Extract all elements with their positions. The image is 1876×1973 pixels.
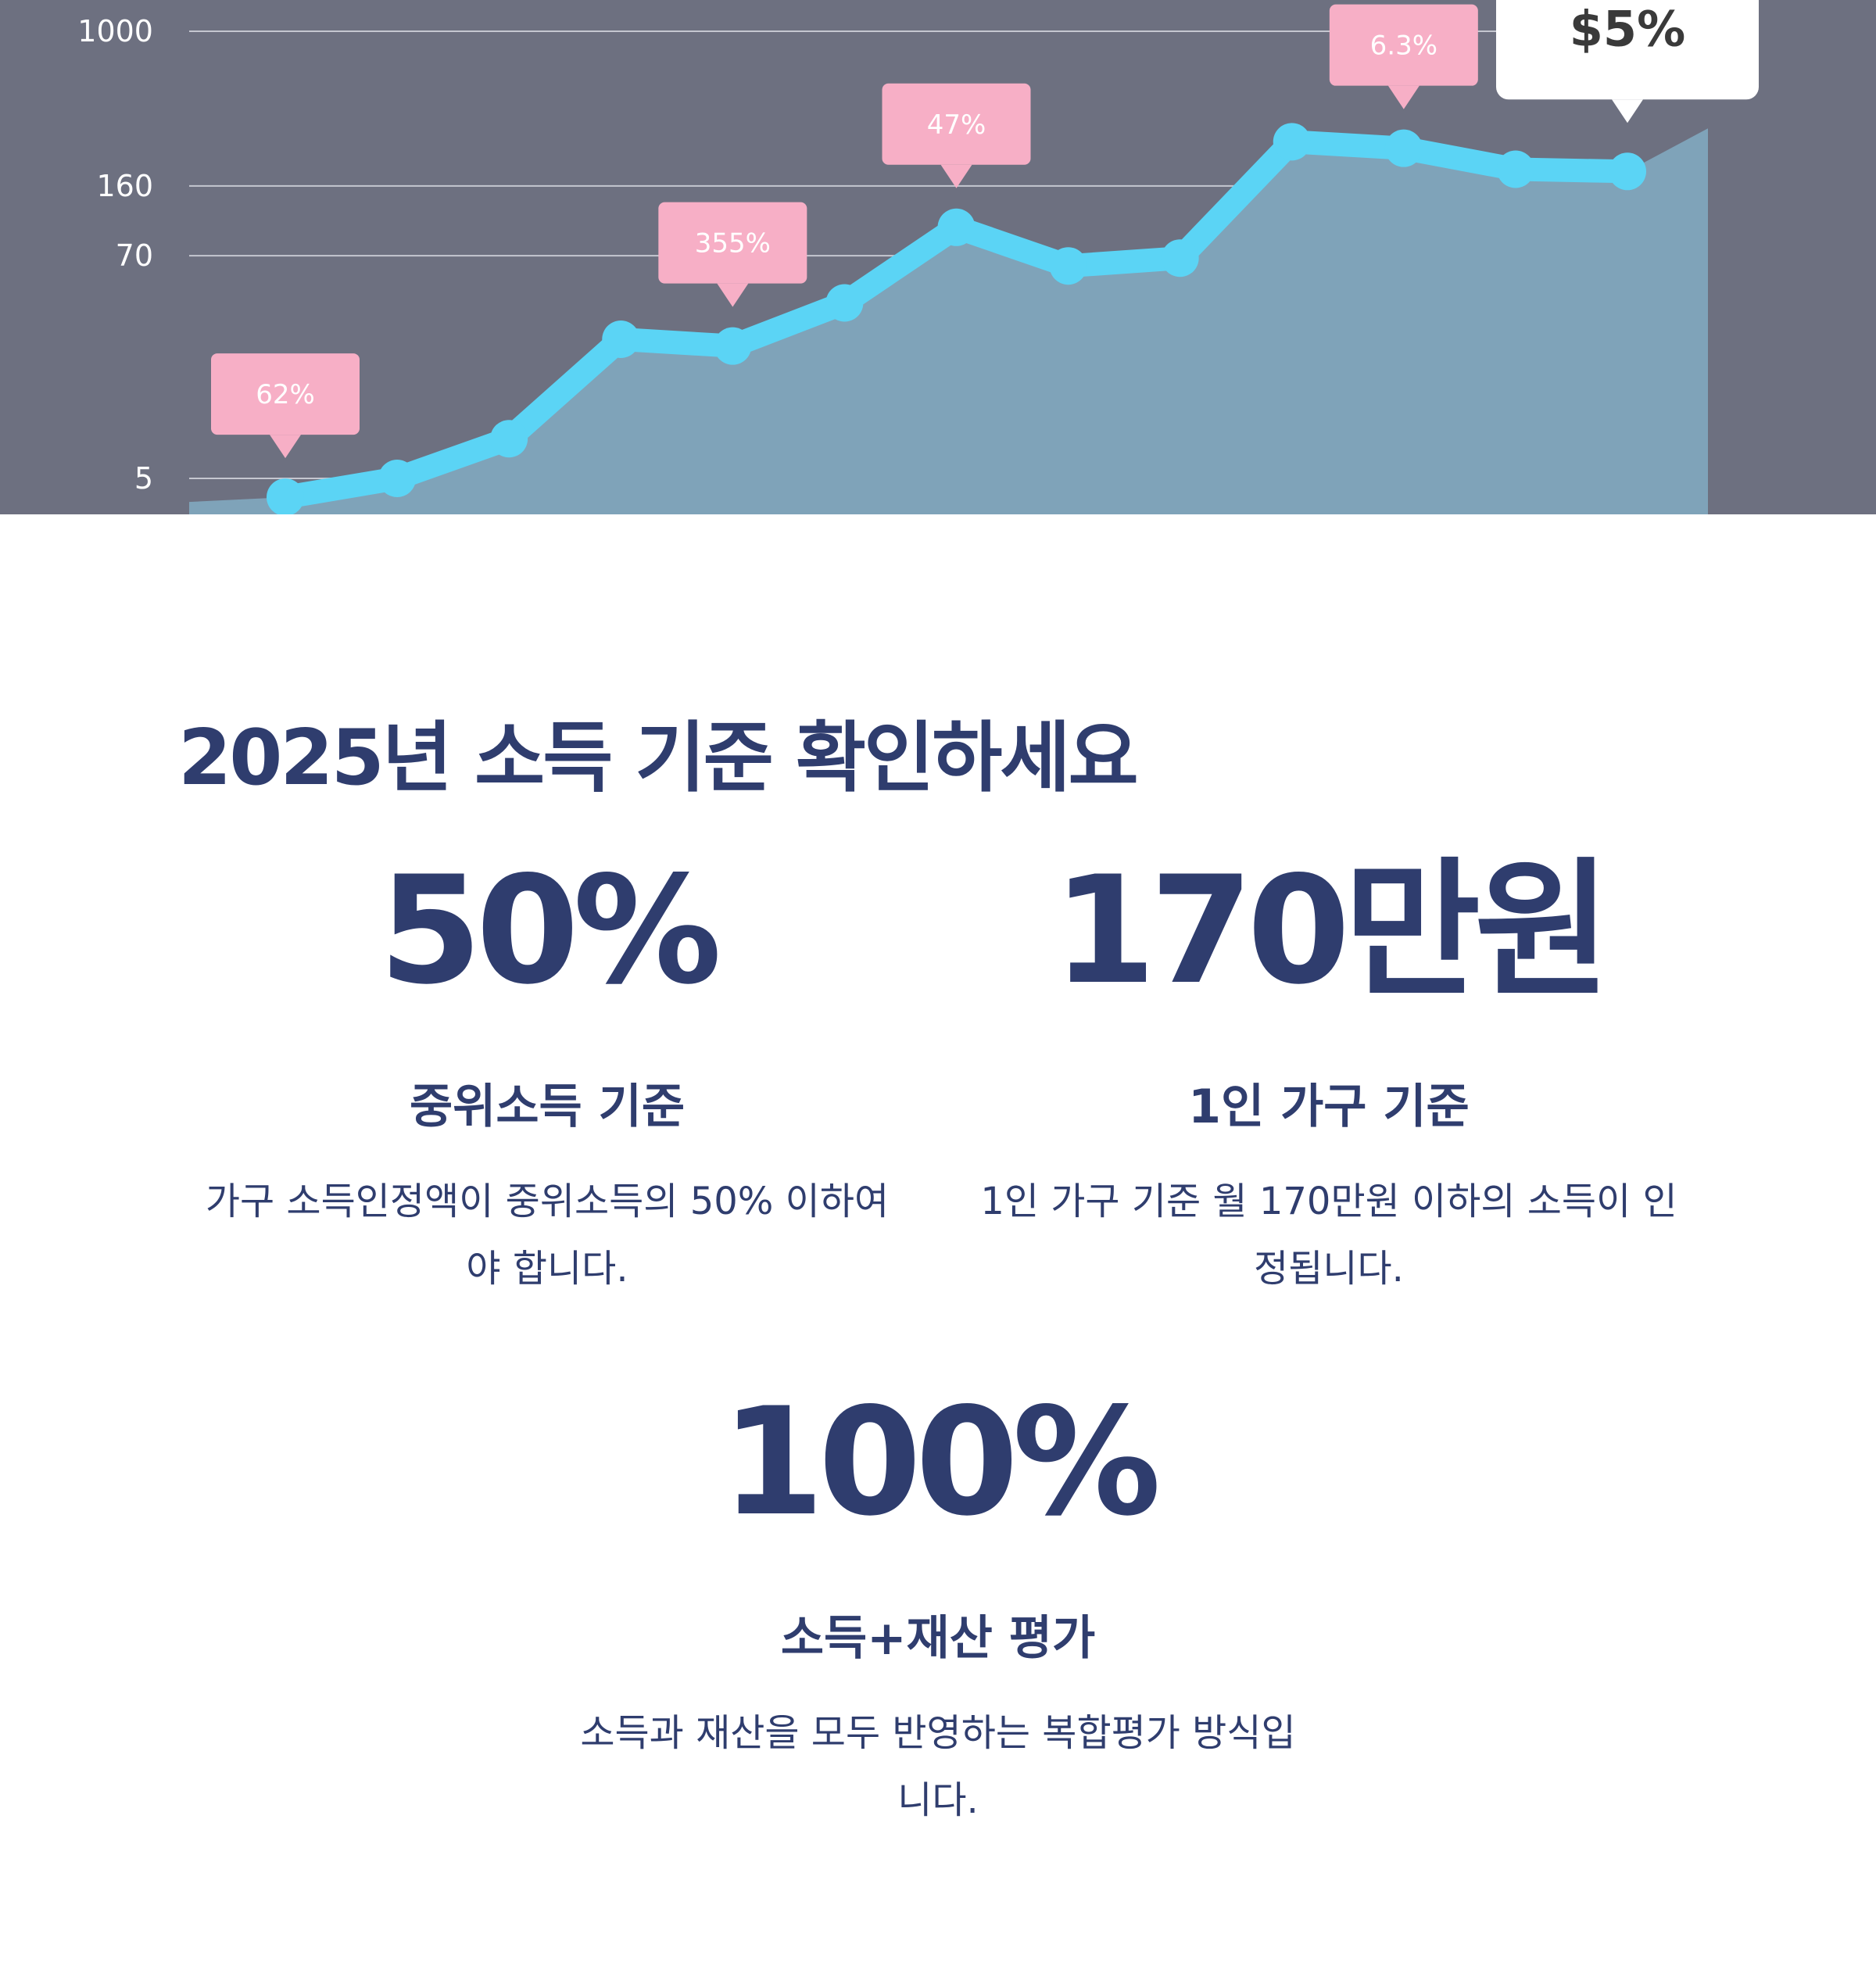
data-point	[714, 327, 752, 365]
stat-description: 가구 소득인정액이 중위소득의 50% 이하여 야 합니다.	[172, 1168, 922, 1302]
stat-description-line: 가구 소득인정액이 중위소득의 50% 이하여	[205, 1180, 890, 1223]
stat-description-line: 소득과 재산을 모두 반영하는 복합평가 방식입	[580, 1711, 1296, 1755]
bubble-box	[1329, 4, 1478, 86]
stat-description-line: 야 합니다.	[466, 1247, 628, 1291]
y-tick-label: 70	[116, 238, 153, 273]
bubble-pointer	[717, 283, 749, 307]
stat-value: 100%	[721, 1376, 1162, 1549]
stat-label: 1인 가구 기준	[1188, 1080, 1470, 1134]
bubble-box	[1496, 0, 1759, 100]
bubble-label: 62%	[256, 379, 315, 410]
annotation-bubbles: 62% 355% 47% 6.3% $5%	[211, 0, 1759, 459]
data-point	[602, 320, 640, 359]
stat-description-line: 니다.	[897, 1778, 979, 1822]
section-title: 2025년 소득 기준 확인하세요	[178, 714, 1139, 803]
stat-description: 1인 가구 기준 월 170만원 이하의 소득이 인 정됩니다.	[954, 1168, 1704, 1302]
stat-description-line: 1인 가구 기준 월 170만원 이하의 소득이 인	[980, 1180, 1677, 1223]
bubble-box	[658, 202, 807, 284]
stat-card-income-asset: 100% 소득+재산 평가 소득과 재산을 모두 반영하는 복합평가 방식입 니…	[547, 1380, 1329, 1834]
bubble-box	[882, 83, 1031, 165]
data-point	[490, 420, 528, 458]
data-point	[1609, 152, 1646, 191]
data-point	[1273, 123, 1311, 161]
growth-area-chart: 1000 160 70 5 62% 355% 47% 6.3% $5%	[77, 0, 1759, 514]
hero-chart-banner: 1000 160 70 5 62% 355% 47% 6.3% $5%	[0, 0, 1876, 514]
data-point	[1384, 129, 1423, 167]
stat-label: 소득+재산 평가	[780, 1611, 1096, 1666]
bubble-label: 355%	[695, 228, 771, 260]
bubble-label: $5%	[1570, 0, 1685, 57]
series-points	[267, 123, 1646, 514]
stat-value: 50%	[378, 844, 722, 1017]
annotation-bubble: 47%	[882, 83, 1031, 188]
annotation-bubble: 62%	[211, 353, 360, 459]
stat-card-single-household: 170만원 1인 가구 기준 1인 가구 기준 월 170만원 이하의 소득이 …	[954, 849, 1704, 1302]
y-tick-label: 5	[134, 461, 153, 496]
data-point	[1161, 239, 1199, 278]
bubble-pointer	[1387, 85, 1420, 109]
y-tick-label: 1000	[77, 14, 153, 48]
data-point	[1496, 150, 1534, 188]
data-point	[1049, 247, 1087, 285]
data-point	[267, 478, 304, 514]
bubble-pointer	[1612, 99, 1643, 124]
bubble-label: 6.3%	[1370, 30, 1437, 62]
stat-card-median-income: 50% 중위소득 기준 가구 소득인정액이 중위소득의 50% 이하여 야 합니…	[172, 849, 922, 1302]
data-point	[378, 460, 417, 497]
bubble-box	[211, 353, 360, 435]
stat-description: 소득과 재산을 모두 반영하는 복합평가 방식입 니다.	[547, 1699, 1329, 1834]
stat-description-line: 정됩니다.	[1254, 1247, 1404, 1291]
annotation-bubble: 6.3%	[1329, 4, 1478, 109]
y-tick-label: 160	[96, 169, 153, 203]
data-point	[937, 208, 976, 246]
stat-label: 중위소득 기준	[409, 1080, 686, 1134]
annotation-bubble: $5%	[1496, 0, 1759, 124]
annotation-bubble: 355%	[658, 202, 807, 307]
bubble-pointer	[940, 164, 972, 188]
y-axis-ticks: 1000 160 70 5	[77, 14, 153, 496]
stat-value: 170만원	[1052, 844, 1611, 1017]
bubble-pointer	[270, 435, 301, 459]
series-area-fill	[189, 128, 1708, 514]
income-criteria-section: 2025년 소득 기준 확인하세요 50% 중위소득 기준 가구 소득인정액이 …	[0, 514, 1876, 1973]
data-point	[825, 284, 864, 322]
bubble-label: 47%	[927, 109, 986, 141]
